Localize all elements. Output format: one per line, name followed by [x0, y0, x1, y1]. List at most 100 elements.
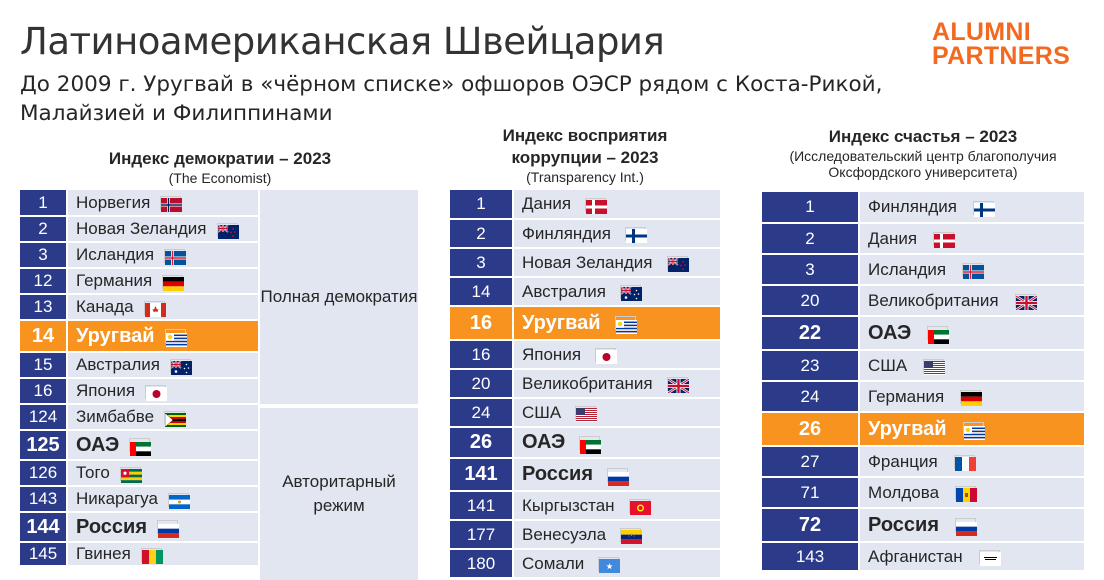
page-subtitle: До 2009 г. Уругвай в «чёрном списке» офш… [20, 72, 883, 126]
rank-cell: 3 [762, 254, 860, 286]
australia-flag-icon [170, 358, 192, 375]
country-cell: Гвинея [67, 542, 258, 567]
russia-flag-icon [157, 520, 180, 539]
afghanistan-flag-icon [978, 550, 1001, 567]
rank-cell: 13 [20, 294, 68, 321]
rank-cell: 143 [20, 486, 68, 513]
country-name: Афганистан [868, 546, 963, 566]
table-row: 16 Япония [20, 378, 258, 405]
alumni-partners-logo: ALUMNI PARTNERS [932, 18, 1071, 70]
country-cell: Россия [859, 508, 1084, 543]
rank-cell: 145 [20, 542, 68, 567]
country-name: Зимбабве [76, 407, 155, 426]
country-name: Уругвай [522, 311, 601, 334]
zimbabwe-flag-icon [164, 410, 187, 427]
togo-flag-icon [119, 466, 142, 483]
happiness-index-header: Индекс счастья – 2023 (Исследовательский… [762, 126, 1084, 180]
country-name: Норвегия [76, 192, 151, 212]
table-row: 180 Сомали [450, 549, 720, 579]
country-name: Финляндия [868, 197, 957, 216]
uruguay-flag-icon [962, 422, 985, 441]
country-cell: Сомали [513, 549, 720, 579]
country-cell: Афганистан [859, 542, 1084, 572]
rank-cell: 24 [762, 381, 860, 413]
country-name: США [868, 355, 908, 375]
iceland-flag-icon [962, 263, 985, 280]
country-cell: Новая Зеландия [67, 216, 258, 243]
finland-flag-icon [624, 227, 647, 244]
country-name: Уругвай [868, 417, 947, 440]
table-row: 145 Гвинея [20, 542, 258, 567]
rank-cell: 1 [450, 190, 514, 220]
corruption-index-source: (Transparency Int.) [526, 169, 644, 185]
country-cell: Венесуэла [513, 520, 720, 550]
country-name: Никарагуа [76, 489, 158, 508]
new-zealand-flag-icon [666, 256, 689, 273]
russia-flag-icon [955, 518, 978, 537]
country-cell: Исландия [67, 242, 258, 269]
country-cell: Великобритания [513, 369, 720, 399]
country-name: Австралия [522, 281, 606, 301]
rank-cell: 141 [450, 491, 514, 521]
rank-cell: 20 [762, 285, 860, 317]
kyrgyzstan-flag-icon [628, 499, 651, 516]
rank-cell: 71 [762, 477, 860, 509]
country-cell: Уругвай [67, 320, 258, 353]
somalia-flag-icon [598, 557, 621, 574]
rank-cell: 22 [762, 316, 860, 351]
country-name: Кыргызстан [522, 495, 615, 515]
country-name: Новая Зеландия [76, 219, 207, 238]
country-name: Дания [522, 194, 572, 213]
country-name: ОАЭ [76, 433, 120, 456]
table-row: 125 ОАЭ [20, 430, 258, 461]
country-cell: Уругвай [513, 306, 720, 341]
table-row: 72 Россия [762, 508, 1084, 543]
rank-cell: 2 [20, 216, 68, 243]
rank-cell: 144 [20, 512, 68, 543]
corruption-index-title: Индекс восприятия коррупции – 2023 [502, 126, 668, 167]
moldova-flag-icon [955, 486, 978, 503]
rank-cell: 14 [450, 277, 514, 307]
country-cell: Германия [67, 268, 258, 295]
country-name: Исландия [868, 259, 947, 279]
country-cell: Франция [859, 446, 1084, 478]
rank-cell: 16 [20, 378, 68, 405]
logo-line-2: PARTNERS [932, 42, 1071, 70]
country-name: Дания [868, 228, 918, 248]
country-cell: Уругвай [859, 412, 1084, 447]
country-name: Молдова [868, 482, 940, 502]
table-row: 126 Того [20, 460, 258, 487]
rank-cell: 26 [762, 412, 860, 447]
australia-flag-icon [620, 285, 642, 302]
country-cell: Норвегия [67, 190, 258, 217]
table-row: 14 Австралия [450, 277, 720, 307]
country-name: Исландия [76, 245, 155, 264]
country-name: Сомали [522, 553, 585, 573]
table-row: 1 Дания [450, 190, 720, 220]
country-name: Россия [522, 463, 594, 485]
country-name: Того [76, 463, 110, 482]
country-cell: Австралия [67, 352, 258, 379]
country-cell: Великобритания [859, 285, 1084, 317]
country-name: Гвинея [76, 544, 131, 563]
happiness-index-source: (Исследовательский центр благополучия Ок… [789, 148, 1057, 180]
rank-cell: 177 [450, 520, 514, 550]
table-row: 12 Германия [20, 268, 258, 295]
country-name: Уругвай [76, 324, 155, 347]
denmark-flag-icon [585, 197, 608, 214]
logo-line-1: ALUMNI [932, 18, 1032, 46]
france-flag-icon [953, 455, 976, 472]
venezuela-flag-icon [620, 528, 643, 545]
rank-cell: 24 [450, 398, 514, 428]
country-cell: ОАЭ [513, 427, 720, 459]
table-row: 141 Россия [450, 458, 720, 492]
country-cell: Исландия [859, 254, 1084, 286]
uruguay-flag-icon [164, 329, 187, 348]
germany-flag-icon [162, 274, 185, 291]
rank-cell: 2 [450, 219, 514, 249]
uae-flag-icon [129, 438, 152, 457]
happiness-index-table: 1 Финляндия 2 Дания 3 Исландия 20 Великобритани… [762, 192, 1084, 572]
country-name: Россия [868, 513, 940, 536]
corruption-index-table: 1 Дания 2 Финляндия 3 Новая Зеландия 14 Австрал… [450, 190, 720, 579]
russia-flag-icon [607, 467, 630, 486]
